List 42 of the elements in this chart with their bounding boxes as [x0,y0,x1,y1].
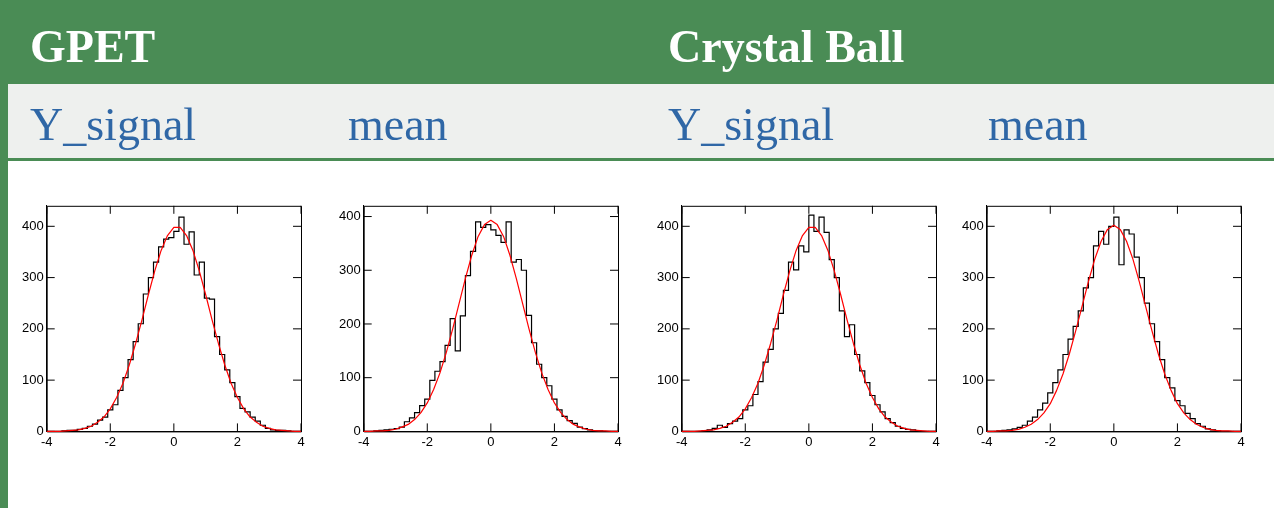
y-tick-label: 400 [21,217,44,233]
y-tick-label: 100 [21,371,44,387]
chart-title: Y_signal [30,98,197,151]
y-tick-label: 200 [21,320,44,336]
x-tick-label: 2 [868,433,877,449]
x-tick-label: -2 [1044,433,1057,449]
y-tick-label: 0 [976,422,984,438]
x-tick-label: 0 [170,433,178,449]
x-tick-label: 2 [233,433,242,449]
chart-title: mean [348,98,448,151]
y-tick-label: 100 [656,371,679,387]
x-tick-label: -2 [104,433,117,449]
x-tick-label: 2 [550,433,559,449]
y-tick-label: 400 [338,208,361,224]
text: GPET [30,20,156,73]
chart-title: mean [988,98,1088,151]
y-tick-label: 200 [338,315,361,331]
x-tick-label: 4 [297,433,305,449]
x-tick-label: 0 [805,433,813,449]
y-tick-label: 0 [36,422,44,438]
x-tick-label: -2 [739,433,752,449]
y-tick-label: 100 [961,371,984,387]
y-tick-label: 100 [338,369,361,385]
x-tick-label: 4 [614,433,622,449]
y-tick-label: 0 [353,422,361,438]
x-tick-label: 2 [1173,433,1182,449]
text: Crystal Ball [668,20,905,73]
y-tick-label: 400 [656,217,679,233]
x-tick-label: 4 [932,433,940,449]
y-tick-label: 300 [21,269,44,285]
y-tick-label: 300 [338,261,361,277]
y-tick-label: 300 [961,269,984,285]
x-tick-label: 0 [1110,433,1118,449]
x-tick-label: 4 [1237,433,1245,449]
chart-title: Y_signal [668,98,835,151]
x-tick-label: 0 [487,433,495,449]
x-tick-label: -2 [421,433,434,449]
y-tick-label: 200 [961,320,984,336]
y-tick-label: 200 [656,320,679,336]
y-tick-label: 300 [656,269,679,285]
y-tick-label: 0 [671,422,679,438]
y-tick-label: 400 [961,217,984,233]
